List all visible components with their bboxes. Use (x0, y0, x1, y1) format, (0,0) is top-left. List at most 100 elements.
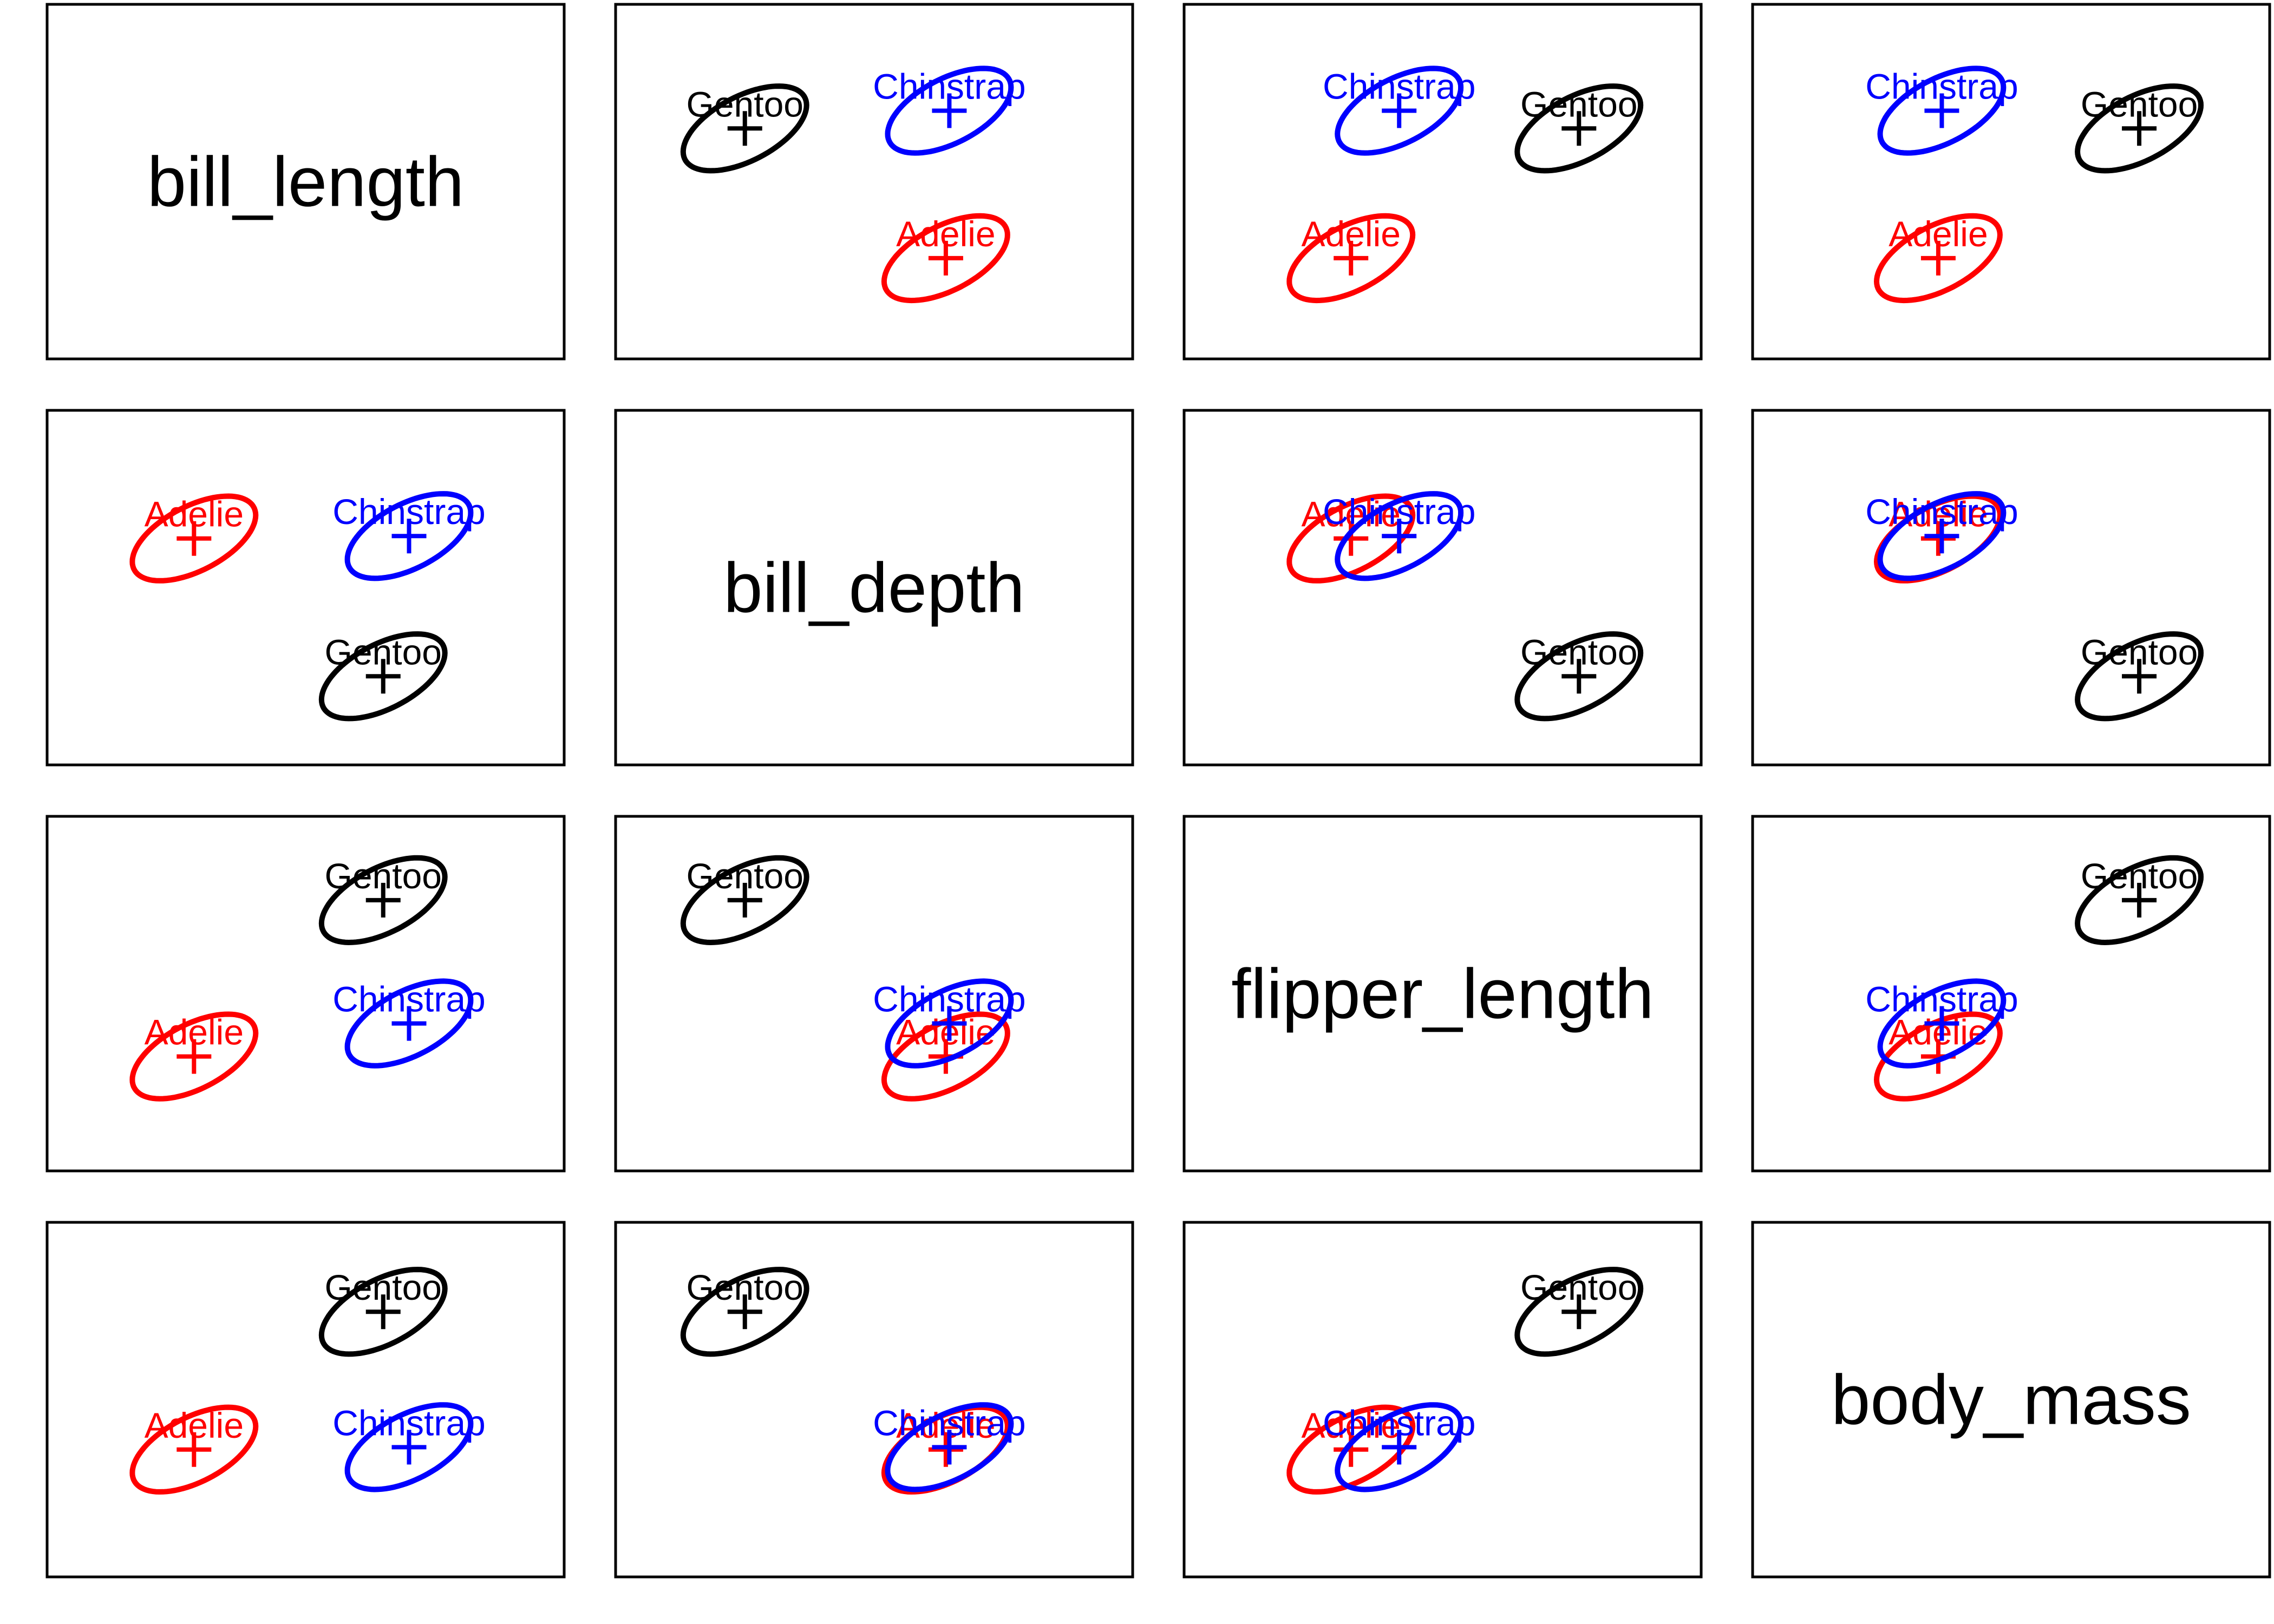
panel-bill_length-vs-bill_length: bill_length (45, 3, 566, 361)
ellipse-chinstrap (344, 978, 474, 1069)
centroid-marker-chinstrap (1924, 93, 1959, 128)
panel-bill_depth-vs-bill_depth: bill_depth (614, 409, 1134, 767)
ellipse-adelie (881, 213, 1010, 304)
panel-frame (614, 3, 1134, 361)
centroid-marker-adelie (177, 1039, 212, 1074)
centroid-marker-adelie (177, 521, 212, 556)
panel-marks: Adelie Chinstrap Gentoo (129, 1267, 486, 1495)
centroid-marker-adelie (1920, 240, 1956, 276)
panel-frame (614, 1221, 1134, 1579)
centroid-marker-adelie (1334, 240, 1369, 276)
diagonal-label-flipper_length: flipper_length (1231, 954, 1654, 1033)
group-label-chinstrap: Chinstrap (873, 67, 1025, 107)
centroid-marker-chinstrap (1382, 1430, 1417, 1465)
centroid-marker-chinstrap (391, 1430, 427, 1465)
group-label-chinstrap: Chinstrap (1323, 1403, 1475, 1443)
panel-flipper_length-vs-flipper_length: flipper_length (1182, 815, 1703, 1173)
ellipse-adelie (1873, 1011, 2003, 1102)
ellipse-gentoo (1514, 1267, 1644, 1357)
group-label-chinstrap: Chinstrap (1865, 492, 2018, 532)
panel-frame (1751, 3, 2271, 361)
ellipse-adelie (1286, 493, 1416, 584)
group-label-gentoo: Gentoo (1520, 1267, 1638, 1307)
panel-frame (1182, 815, 1703, 1173)
group-label-gentoo: Gentoo (325, 856, 442, 896)
panel-frame (1751, 815, 2271, 1173)
ellipse-gentoo (2075, 855, 2204, 946)
ellipse-gentoo (2075, 631, 2204, 722)
centroid-marker-gentoo (2122, 882, 2157, 918)
ellipse-chinstrap (1335, 1402, 1464, 1492)
ellipse-gentoo (1514, 83, 1644, 174)
panel-frame (1182, 1221, 1703, 1579)
group-label-gentoo: Gentoo (325, 632, 442, 672)
ellipse-chinstrap (1877, 978, 2007, 1069)
group-label-chinstrap: Chinstrap (332, 1403, 485, 1443)
group-label-gentoo: Gentoo (325, 1267, 442, 1307)
ellipse-chinstrap (1335, 66, 1464, 156)
diagonal-label-bill_length: bill_length (147, 142, 464, 221)
ellipse-chinstrap (1877, 66, 2007, 156)
centroid-marker-gentoo (1561, 111, 1597, 146)
group-label-gentoo: Gentoo (1520, 84, 1638, 124)
panel-bill_length-vs-flipper_length: Adelie Chinstrap Gentoo (45, 815, 566, 1173)
group-label-chinstrap: Chinstrap (873, 979, 1025, 1019)
centroid-marker-gentoo (727, 1294, 762, 1330)
centroid-marker-chinstrap (1924, 1006, 1959, 1041)
panel-frame (45, 3, 566, 361)
centroid-marker-gentoo (727, 882, 762, 918)
group-label-adelie: Adelie (1301, 1405, 1400, 1445)
centroid-marker-chinstrap (391, 1006, 427, 1041)
ellipse-gentoo (318, 855, 448, 946)
ellipse-chinstrap (1877, 491, 2007, 581)
centroid-marker-chinstrap (1924, 519, 1959, 554)
ellipse-chinstrap (344, 491, 474, 581)
panel-frame (1182, 409, 1703, 767)
centroid-marker-gentoo (2122, 111, 2157, 146)
ellipse-adelie (881, 1011, 1010, 1102)
ellipse-adelie (1286, 1404, 1416, 1495)
ellipse-adelie (129, 1404, 259, 1495)
ellipse-adelie (129, 1011, 259, 1102)
ellipse-adelie (129, 493, 259, 584)
centroid-marker-gentoo (365, 882, 401, 918)
panel-bill_length-vs-body_mass: Adelie Chinstrap Gentoo (45, 1221, 566, 1579)
centroid-marker-gentoo (1561, 1294, 1597, 1330)
ellipse-gentoo (680, 83, 809, 174)
centroid-marker-adelie (1334, 1432, 1369, 1467)
centroid-marker-gentoo (2122, 659, 2157, 694)
group-label-gentoo: Gentoo (687, 84, 804, 124)
ellipse-gentoo (2075, 83, 2204, 174)
ellipse-gentoo (318, 1267, 448, 1357)
group-label-adelie: Adelie (145, 494, 244, 534)
group-label-chinstrap: Chinstrap (332, 979, 485, 1019)
panel-body_mass-vs-bill_length: Adelie Chinstrap Gentoo (1751, 3, 2271, 361)
centroid-marker-chinstrap (932, 93, 967, 128)
centroid-marker-adelie (1920, 521, 1956, 556)
ellipse-gentoo (680, 855, 809, 946)
panel-frame (1182, 3, 1703, 361)
ellipse-chinstrap (1335, 491, 1464, 581)
ellipse-chinstrap (344, 1402, 474, 1492)
ellipse-gentoo (318, 631, 448, 722)
ellipse-gentoo (680, 1267, 809, 1357)
ellipse-chinstrap (885, 1402, 1014, 1492)
group-label-chinstrap: Chinstrap (1865, 979, 2018, 1019)
group-label-gentoo: Gentoo (2081, 632, 2198, 672)
centroid-marker-chinstrap (1382, 93, 1417, 128)
panel-bill_length-vs-bill_depth: Adelie Chinstrap Gentoo (45, 409, 566, 767)
centroid-marker-chinstrap (391, 519, 427, 554)
group-label-adelie: Adelie (145, 1405, 244, 1445)
